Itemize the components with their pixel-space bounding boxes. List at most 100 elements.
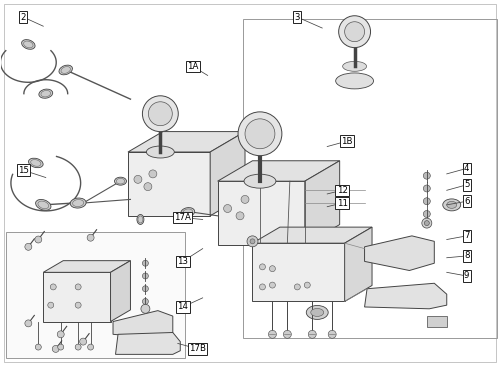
Circle shape (149, 170, 157, 178)
Circle shape (50, 284, 56, 290)
Circle shape (424, 210, 430, 217)
Circle shape (36, 344, 42, 350)
Text: 4: 4 (464, 164, 469, 173)
Text: 8: 8 (464, 251, 469, 261)
Circle shape (424, 172, 430, 179)
Polygon shape (252, 227, 372, 243)
Circle shape (294, 284, 300, 290)
Bar (44, 272, 110, 322)
Circle shape (304, 282, 310, 288)
Circle shape (260, 284, 266, 290)
Ellipse shape (146, 146, 174, 158)
Circle shape (142, 96, 178, 132)
Circle shape (270, 266, 276, 272)
Bar (427, 316, 447, 327)
Circle shape (75, 302, 81, 308)
Circle shape (75, 344, 81, 350)
Circle shape (148, 102, 172, 126)
Circle shape (241, 195, 249, 203)
Circle shape (245, 119, 275, 149)
Circle shape (224, 205, 232, 213)
Circle shape (142, 273, 148, 279)
Circle shape (144, 183, 152, 191)
Ellipse shape (311, 309, 324, 317)
Polygon shape (44, 261, 130, 272)
Polygon shape (364, 283, 447, 309)
Ellipse shape (22, 40, 35, 49)
Text: 5: 5 (464, 180, 469, 189)
Polygon shape (113, 311, 173, 338)
Ellipse shape (114, 177, 126, 185)
Circle shape (328, 330, 336, 338)
Bar (252, 243, 344, 302)
Polygon shape (344, 227, 372, 302)
Circle shape (142, 260, 148, 266)
Ellipse shape (342, 61, 366, 71)
Circle shape (48, 302, 54, 308)
Circle shape (87, 234, 94, 241)
Text: 6: 6 (464, 197, 469, 206)
Ellipse shape (39, 89, 52, 98)
Text: 1B: 1B (342, 137, 353, 146)
Ellipse shape (244, 174, 276, 188)
Text: 15: 15 (18, 166, 29, 175)
Ellipse shape (28, 158, 43, 168)
Circle shape (52, 346, 59, 352)
Circle shape (247, 236, 258, 247)
Circle shape (338, 16, 370, 48)
Bar (242, 19, 496, 338)
Circle shape (424, 198, 430, 205)
Circle shape (25, 320, 32, 327)
Text: 11: 11 (336, 198, 347, 208)
Circle shape (250, 239, 255, 244)
Circle shape (238, 112, 282, 156)
Bar (128, 152, 210, 216)
Ellipse shape (137, 214, 144, 224)
Ellipse shape (306, 306, 328, 320)
Circle shape (141, 304, 150, 313)
Circle shape (142, 286, 148, 292)
Circle shape (308, 330, 316, 338)
Circle shape (80, 338, 86, 345)
Circle shape (134, 175, 142, 183)
Bar (218, 181, 305, 245)
Circle shape (35, 236, 42, 243)
Text: 17B: 17B (189, 344, 206, 354)
Text: 17A: 17A (174, 213, 191, 222)
Circle shape (260, 264, 266, 270)
Text: 12: 12 (336, 186, 347, 195)
Circle shape (142, 299, 148, 305)
Ellipse shape (336, 73, 374, 89)
Ellipse shape (181, 208, 194, 217)
Polygon shape (116, 332, 180, 354)
Circle shape (424, 221, 430, 225)
Circle shape (25, 243, 32, 250)
Text: 9: 9 (464, 272, 469, 280)
Circle shape (88, 344, 94, 350)
Circle shape (58, 344, 64, 350)
Polygon shape (110, 261, 130, 322)
Polygon shape (210, 132, 245, 216)
Circle shape (422, 218, 432, 228)
Ellipse shape (36, 199, 51, 210)
Circle shape (75, 284, 81, 290)
Ellipse shape (447, 201, 456, 208)
Circle shape (424, 185, 430, 192)
Ellipse shape (59, 65, 72, 75)
Bar (6, 232, 185, 358)
Text: 3: 3 (294, 12, 300, 22)
Polygon shape (305, 161, 340, 245)
Text: 13: 13 (178, 257, 188, 266)
Text: 14: 14 (178, 302, 188, 311)
Circle shape (284, 330, 292, 338)
Text: 1A: 1A (187, 62, 198, 71)
Polygon shape (218, 161, 340, 181)
Circle shape (270, 282, 276, 288)
Ellipse shape (443, 199, 460, 211)
Circle shape (236, 212, 244, 220)
Circle shape (344, 22, 364, 42)
Text: 2: 2 (20, 12, 26, 22)
Text: 7: 7 (464, 231, 469, 240)
Ellipse shape (70, 198, 86, 208)
Polygon shape (364, 236, 434, 270)
